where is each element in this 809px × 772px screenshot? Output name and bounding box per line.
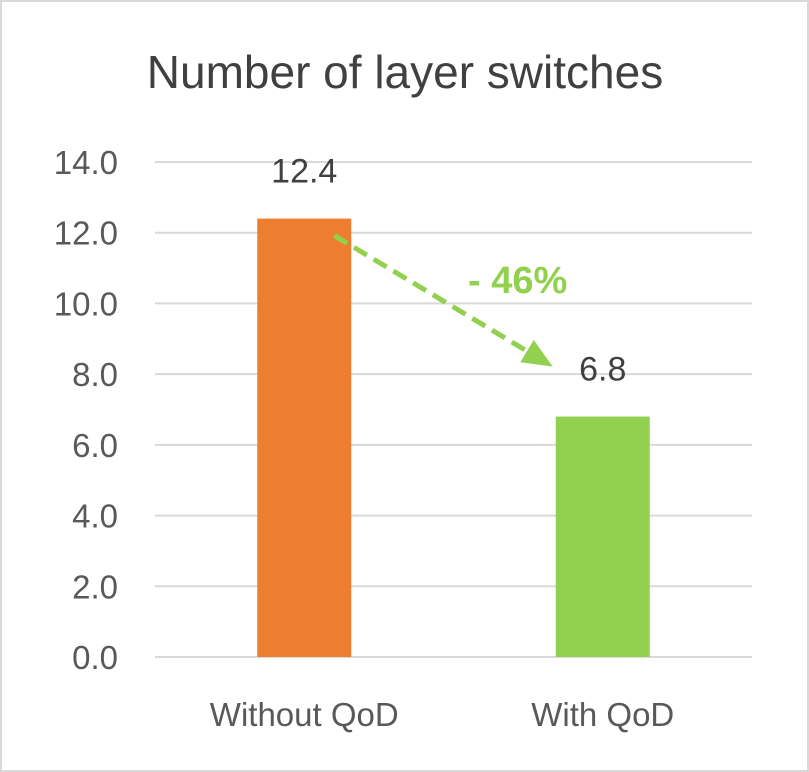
percent-change-label: - 46% bbox=[468, 260, 567, 302]
y-tick-label: 14.0 bbox=[54, 144, 118, 181]
category-label: With QoD bbox=[531, 696, 674, 733]
y-tick-label: 8.0 bbox=[72, 356, 118, 393]
bar-with-qod bbox=[555, 416, 650, 657]
y-tick-label: 2.0 bbox=[72, 568, 118, 605]
y-tick-label: 10.0 bbox=[54, 285, 118, 322]
category-label: Without QoD bbox=[210, 696, 399, 733]
arrow-head-icon bbox=[520, 339, 553, 367]
data-labels: 12.4 6.8 bbox=[271, 153, 626, 389]
category-labels: Without QoD With QoD bbox=[210, 696, 674, 733]
y-tick-label: 6.0 bbox=[72, 427, 118, 464]
bar-without-qod bbox=[257, 218, 352, 658]
y-tick-label: 4.0 bbox=[72, 498, 118, 535]
bars bbox=[257, 218, 650, 658]
y-tick-label: 12.0 bbox=[54, 215, 118, 252]
data-label: 12.4 bbox=[271, 153, 337, 191]
chart-title: Number of layer switches bbox=[147, 46, 663, 98]
data-label: 6.8 bbox=[579, 351, 626, 389]
reduction-annotation: - 46% bbox=[332, 233, 567, 367]
y-axis-ticks: 0.0 2.0 4.0 6.0 8.0 10.0 12.0 14.0 bbox=[54, 144, 118, 676]
gridlines bbox=[155, 161, 752, 658]
y-tick-label: 0.0 bbox=[72, 639, 118, 676]
arrow-shaft bbox=[332, 233, 529, 354]
